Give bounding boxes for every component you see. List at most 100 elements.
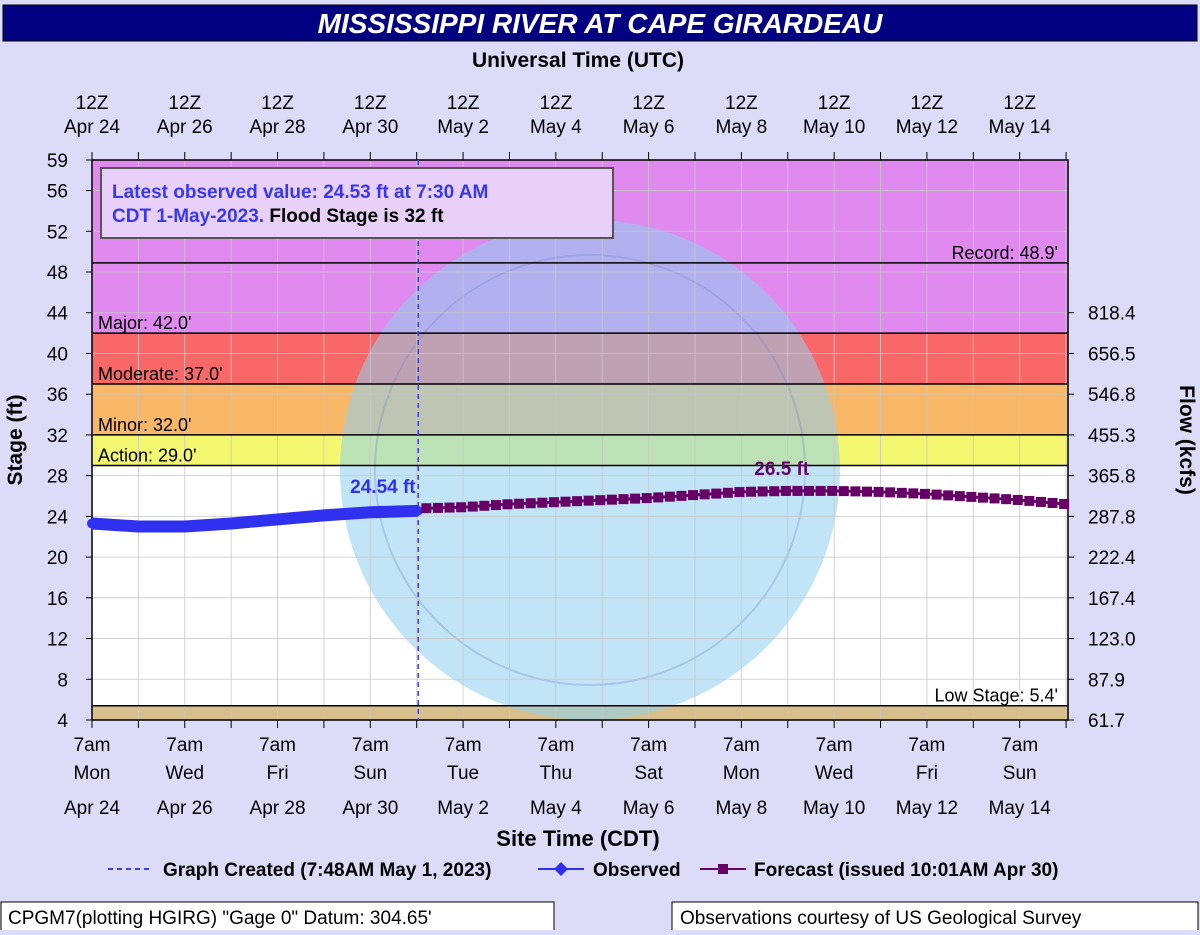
bottom-tick-day: Thu (539, 763, 572, 784)
forecast-point (688, 490, 699, 501)
bottom-tick-time: 7am (630, 735, 667, 756)
info-box (100, 167, 614, 239)
bottom-tick-time: 7am (816, 735, 853, 756)
forecast-point (432, 502, 443, 513)
forecast-point (977, 492, 988, 503)
top-tick-label: 12Z (261, 93, 294, 114)
observed-point (412, 505, 423, 516)
threshold-label: Minor: 32.0' (98, 415, 191, 435)
top-tick-label: May 12 (896, 117, 958, 138)
observed-series-line (91, 504, 418, 533)
forecast-point (896, 487, 907, 498)
bottom-tick-date: Apr 26 (157, 798, 213, 819)
forecast-point (838, 486, 849, 497)
bottom-tick-time: 7am (445, 735, 482, 756)
chart-title: MISSISSIPPI RIVER AT CAPE GIRARDEAU (318, 8, 884, 39)
forecast-point (989, 493, 1000, 504)
info-flood-stage: CDT 1-May-2023. Flood Stage is 32 ft (112, 206, 444, 227)
forecast-point (583, 495, 594, 506)
y2-axis-label: Flow (kcfs) (1175, 385, 1198, 495)
forecast-point (595, 495, 606, 506)
bottom-tick-date: Apr 30 (342, 798, 398, 819)
forecast-point (1001, 494, 1012, 505)
y2-tick-label: 656.5 (1088, 344, 1136, 365)
forecast-point (560, 496, 571, 507)
top-tick-label: 12Z (354, 93, 387, 114)
y-tick-label: 12 (47, 630, 68, 651)
forecast-point (792, 485, 803, 496)
observed-point (272, 514, 283, 525)
legend-observed-label: Observed (593, 860, 681, 881)
legend-created-label: Graph Created (7:48AM May 1, 2023) (163, 860, 491, 881)
bottom-tick-date: May 12 (896, 798, 958, 819)
y-tick-label: 56 (47, 182, 68, 203)
forecast-point (630, 493, 641, 504)
footer-right-box (671, 901, 1199, 933)
bottom-tick-day: Mon (74, 763, 111, 784)
x-axis-label: Site Time (CDT) (496, 826, 659, 851)
threshold-label: Record: 48.9' (952, 243, 1059, 263)
bottom-tick-time: 7am (166, 735, 203, 756)
top-tick-label: 12Z (539, 93, 572, 114)
top-tick-label: 12Z (1003, 93, 1036, 114)
forecast-point (804, 485, 815, 496)
forecast-point (490, 500, 501, 511)
forecast-point (548, 497, 559, 508)
top-tick-label: Apr 24 (64, 117, 120, 138)
y-tick-label: 52 (47, 222, 68, 243)
forecast-point (514, 498, 525, 509)
legend-observed-marker (554, 862, 568, 876)
top-tick-label: Apr 26 (157, 117, 213, 138)
bottom-tick-date: Apr 28 (250, 798, 306, 819)
forecast-point (711, 488, 722, 499)
top-tick-label: May 14 (989, 117, 1052, 138)
bottom-tick-date: May 10 (803, 798, 865, 819)
forecast-point (525, 498, 536, 509)
y2-tick-label: 87.9 (1088, 670, 1125, 691)
forecast-point (746, 486, 757, 497)
forecast-point (641, 493, 652, 504)
forecast-point (653, 492, 664, 503)
info-latest-observed: Latest observed value: 24.53 ft at 7:30 … (112, 182, 488, 203)
y-tick-label: 44 (47, 304, 69, 325)
observed-point (226, 518, 237, 529)
bottom-tick-date: May 8 (716, 798, 768, 819)
forecast-peak-label: 26.5 ft (754, 459, 810, 480)
y2-tick-label: 287.8 (1088, 507, 1136, 528)
forecast-point (1012, 494, 1023, 505)
legend-forecast-marker (718, 864, 728, 874)
bottom-tick-day: Fri (916, 763, 938, 784)
y-tick-label: 4 (57, 711, 68, 732)
bottom-tick-time: 7am (537, 735, 574, 756)
forecast-point (908, 488, 919, 499)
forecast-point (1035, 496, 1046, 507)
bottom-tick-date: Apr 24 (64, 798, 120, 819)
forecast-point (815, 485, 826, 496)
bottom-tick-time: 7am (74, 735, 111, 756)
top-tick-label: 12Z (76, 93, 109, 114)
y2-tick-label: 123.0 (1088, 630, 1136, 651)
forecast-point (873, 486, 884, 497)
top-tick-label: 12Z (632, 93, 665, 114)
y-tick-label: 36 (47, 385, 68, 406)
y-tick-label: 8 (57, 670, 68, 691)
forecast-point (699, 489, 710, 500)
bottom-tick-day: Sat (634, 763, 663, 784)
bottom-tick-date: May 2 (437, 798, 489, 819)
bottom-tick-day: Fri (266, 763, 288, 784)
top-tick-label: Apr 30 (342, 117, 398, 138)
bottom-tick-day: Sun (353, 763, 387, 784)
y2-tick-label: 167.4 (1088, 589, 1136, 610)
forecast-point (537, 497, 548, 508)
y-tick-label: 40 (47, 344, 68, 365)
top-tick-label: 12Z (447, 93, 480, 114)
title-bar (2, 4, 1198, 42)
top-tick-label: May 6 (623, 117, 675, 138)
top-axis-label: Universal Time (UTC) (472, 49, 684, 72)
forecast-point (618, 494, 629, 505)
forecast-point (421, 503, 432, 514)
forecast-point (769, 486, 780, 497)
bottom-tick-time: 7am (908, 735, 945, 756)
y-tick-label: 28 (47, 467, 68, 488)
top-tick-label: 12Z (168, 93, 201, 114)
